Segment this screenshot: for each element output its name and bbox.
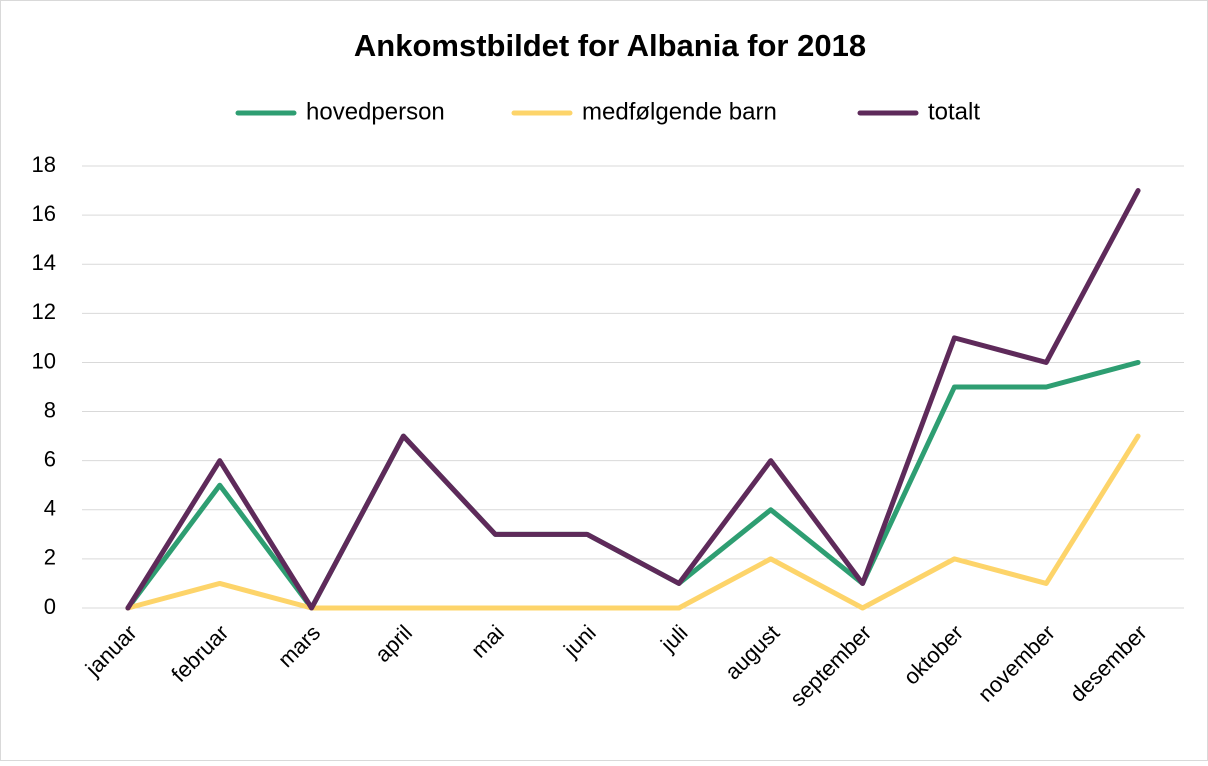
y-tick-label: 6: [44, 446, 56, 471]
y-tick-label: 10: [32, 348, 56, 373]
chart-title: Ankomstbildet for Albania for 2018: [354, 28, 866, 63]
y-tick-label: 0: [44, 594, 56, 619]
y-tick-label: 18: [32, 152, 56, 177]
legend-label: totalt: [928, 98, 980, 125]
legend-label: hovedperson: [306, 98, 445, 125]
y-tick-label: 12: [32, 299, 56, 324]
y-tick-label: 2: [44, 545, 56, 570]
legend-label: medfølgende barn: [582, 98, 777, 125]
series-line: [125, 188, 1141, 611]
series-line: [125, 433, 1141, 611]
y-tick-label: 14: [32, 250, 56, 275]
y-tick-label: 8: [44, 397, 56, 422]
y-tick-label: 4: [44, 496, 56, 521]
y-tick-label: 16: [32, 201, 56, 226]
